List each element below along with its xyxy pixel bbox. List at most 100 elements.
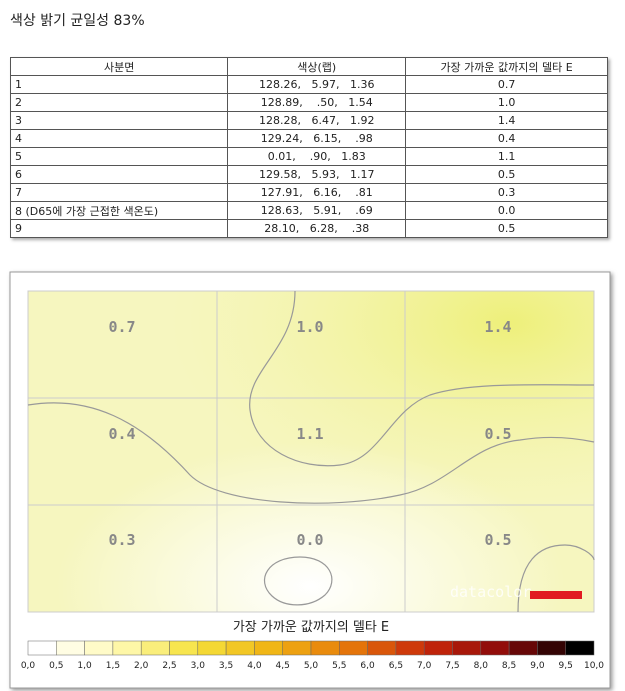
table-cell: 128.28, 6.47, 1.92 xyxy=(227,111,407,130)
colorbar-swatch xyxy=(282,640,312,656)
table-cell: 1.1 xyxy=(405,147,608,166)
table-cell: 0.01, .90, 1.83 xyxy=(227,147,407,166)
colorbar-label: 5,0 xyxy=(304,661,319,671)
cell-value: 1.1 xyxy=(296,425,323,443)
colorbar-label: 3,0 xyxy=(191,661,206,671)
cell-value: 0.5 xyxy=(484,425,511,443)
cell-value: 0.3 xyxy=(108,531,135,549)
colorbar-label: 6,0 xyxy=(360,661,375,671)
cell-value: 0.4 xyxy=(108,425,135,443)
colorbar-label: 7,0 xyxy=(417,661,432,671)
column-header: 사분면 xyxy=(9,57,229,76)
colorbar-swatch xyxy=(84,640,114,656)
table-cell: 2 xyxy=(9,93,229,112)
colorbar-swatch xyxy=(565,640,595,656)
colorbar-label: 9,5 xyxy=(559,661,573,671)
table-cell: 8 (D65에 가장 근접한 색온도) xyxy=(9,201,229,220)
table-row: 8 (D65에 가장 근접한 색온도) 128.63, 5.91, .69 0.0 xyxy=(9,201,608,220)
colorbar-label: 8,0 xyxy=(474,661,489,671)
table-cell: 0.0 xyxy=(405,201,608,220)
table-row: 9 28.10, 6.28, .38 0.5 xyxy=(9,219,608,238)
table-row: 3 128.28, 6.47, 1.92 1.4 xyxy=(9,111,608,130)
colorbar-label: 1,0 xyxy=(77,661,92,671)
colorbar-label: 0,0 xyxy=(21,661,36,671)
colorbar-swatch xyxy=(310,640,340,656)
cell-value: 1.0 xyxy=(296,318,323,336)
table-row: 1 128.26, 5.97, 1.36 0.7 xyxy=(9,75,608,94)
colorbar-swatch xyxy=(452,640,482,656)
colorbar-label: 5,5 xyxy=(332,661,346,671)
colorbar-swatch xyxy=(367,640,397,656)
table-cell: 7 xyxy=(9,183,229,202)
cell-value: 0.7 xyxy=(108,318,135,336)
table-cell: 128.26, 5.97, 1.36 xyxy=(227,75,407,94)
table-cell: 1.4 xyxy=(405,111,608,130)
column-header: 가장 가까운 값까지의 델타 E xyxy=(405,57,608,76)
table-cell: 0.5 xyxy=(405,219,608,238)
heat-low xyxy=(28,291,594,612)
colorbar-label: 9,0 xyxy=(530,661,545,671)
colorbar-swatch xyxy=(480,640,510,656)
table-row: 5 0.01, .90, 1.83 1.1 xyxy=(9,147,608,166)
table-cell: 6 xyxy=(9,165,229,184)
colorbar-label: 3,5 xyxy=(219,661,233,671)
colorbar-swatch xyxy=(254,640,283,656)
cell-value: 0.5 xyxy=(484,531,511,549)
table-cell: 0.5 xyxy=(405,165,608,184)
grid xyxy=(27,290,595,613)
table-cell: 0.3 xyxy=(405,183,608,202)
table-cell: 129.58, 5.93, 1.17 xyxy=(227,165,407,184)
cell-value: 1.4 xyxy=(484,318,511,336)
colorbar-label: 4,5 xyxy=(276,661,290,671)
colorbar-swatch xyxy=(508,640,538,656)
table-row: 7 127.91, 6.16, .81 0.3 xyxy=(9,183,608,202)
colorbar-swatch xyxy=(169,640,199,656)
colorbar-label: 6,5 xyxy=(389,661,403,671)
colorbar-swatch xyxy=(423,640,453,656)
table-cell: 128.89, .50, 1.54 xyxy=(227,93,407,112)
colorbar-label: 10,0 xyxy=(584,661,604,671)
colorbar-swatch xyxy=(56,640,85,656)
heatmap-panel: 0.7 1.0 1.4 0.4 1.1 0.5 0.3 0.0 0.5 datacolor 가장… xyxy=(9,271,611,689)
page-title: 색상 밝기 균일성 83% xyxy=(10,13,145,29)
column-header: 색상(랩) xyxy=(227,57,407,76)
colorbar-label: 7,5 xyxy=(445,661,459,671)
table-row: 6 129.58, 5.93, 1.17 0.5 xyxy=(9,165,608,184)
colorbar-title: 가장 가까운 값까지의 델타 E xyxy=(233,620,389,635)
watermark: datacolor xyxy=(450,583,531,601)
table-header: 사분면 색상(랩) 가장 가까운 값까지의 델타 E xyxy=(9,57,608,76)
table-cell: 127.91, 6.16, .81 xyxy=(227,183,407,202)
colorbar-swatch xyxy=(339,640,368,656)
colorbar-label: 2,0 xyxy=(134,661,149,671)
colorbar-label: 4,0 xyxy=(247,661,262,671)
table-row: 4 129.24, 6.15, .98 0.4 xyxy=(9,129,608,148)
table-cell: 9 xyxy=(9,219,229,238)
uniformity-table: 사분면 색상(랩) 가장 가까운 값까지의 델타 E 1 128.26, 5.97, 1… xyxy=(9,57,608,238)
table-cell: 1 xyxy=(9,75,229,94)
cell-value: 0.0 xyxy=(296,531,323,549)
colorbar-swatch xyxy=(395,640,425,656)
table-cell: 28.10, 6.28, .38 xyxy=(227,219,407,238)
colorbar-swatch xyxy=(537,640,566,656)
colorbar-label: 2,5 xyxy=(162,661,176,671)
colorbar-label: 8,5 xyxy=(502,661,516,671)
table-cell: 0.4 xyxy=(405,129,608,148)
colorbar-swatch xyxy=(112,640,142,656)
colorbar-label: 0,5 xyxy=(49,661,63,671)
table-cell: 129.24, 6.15, .98 xyxy=(227,129,407,148)
table-cell: 4 xyxy=(9,129,229,148)
colorbar-label: 1,5 xyxy=(106,661,120,671)
colorbar-swatch xyxy=(197,640,227,656)
brand-bar xyxy=(530,591,582,599)
colorbar-swatch xyxy=(27,640,57,656)
contours xyxy=(27,290,595,613)
table-cell: 3 xyxy=(9,111,229,130)
table-cell: 5 xyxy=(9,147,229,166)
colorbar-swatch xyxy=(225,640,255,656)
table-cell: 128.63, 5.91, .69 xyxy=(227,201,407,220)
table-cell: 1.0 xyxy=(405,93,608,112)
colorbar-swatch xyxy=(140,640,170,656)
table-row: 2 128.89, .50, 1.54 1.0 xyxy=(9,93,608,112)
table-cell: 0.7 xyxy=(405,75,608,94)
